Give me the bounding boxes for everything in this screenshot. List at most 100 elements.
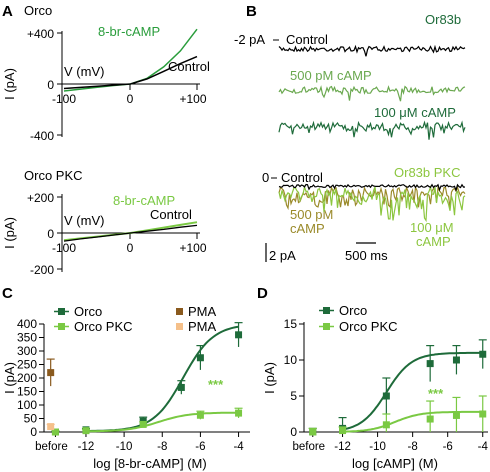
c-ytick-label: 200 — [17, 371, 37, 385]
d-ytick-label: 0 — [290, 425, 297, 439]
d-s0-fit-line — [342, 351, 483, 431]
b-top-trace-500pm — [278, 85, 466, 102]
d-xtick-label: -8 — [408, 441, 418, 453]
c-xtick-label: -10 — [116, 441, 133, 453]
a-top-xtick-label: 0 — [127, 92, 134, 106]
d-ylabel: I (pA) — [262, 362, 277, 394]
a-top-ytick-label: +400 — [27, 27, 54, 41]
a-top-xtick-label: +100 — [179, 92, 206, 106]
c-ylabel: I (pA) — [2, 362, 17, 394]
c-significance: *** — [208, 377, 224, 392]
panel-b-bottom: Or83b PKC 0 Control 500 pM cAMP 100 μM c… — [262, 165, 466, 249]
b-bot-trace-label-500pm: 500 pM — [290, 207, 333, 222]
c-s1-point — [196, 411, 204, 419]
c-s1-point — [235, 409, 243, 417]
d-xlabel: log [cAMP] (M) — [352, 456, 438, 471]
a-bot-legend-control: Control — [150, 207, 192, 222]
panel-b-top: Or83b -2 pA Control 500 pM cAMP 100 μM c… — [234, 12, 466, 140]
a-bot-xlabel: V (mV) — [64, 213, 104, 228]
d-ytick-label: 15 — [284, 317, 298, 331]
a-bot-ylabel: I (pA) — [2, 217, 17, 249]
a-bot-ytick-label: -200 — [30, 263, 54, 277]
d-legend-orco-pkc: Orco PKC — [339, 319, 398, 334]
b-top-trace-label-control: Control — [286, 32, 328, 47]
d-xtick-label: -6 — [443, 441, 453, 453]
b-top-trace-100um — [278, 120, 466, 140]
a-bot-line-control — [63, 224, 198, 242]
c-ytick-label: 300 — [17, 344, 37, 358]
b-bot-trace-100um — [278, 184, 466, 223]
a-top-ylabel: I (pA) — [2, 68, 17, 100]
panel-a-top: Orco +400 0 -400 -100 0 +100 V (mV) I (p… — [2, 3, 210, 143]
b-top-trace-label-500pm: 500 pM cAMP — [290, 68, 372, 83]
c-s0-point — [177, 383, 185, 391]
a-bot-xtick-label: 0 — [127, 241, 134, 255]
a-bot-ytick-label: +200 — [27, 191, 54, 205]
b-scalebar-y-label: 2 pA — [269, 248, 296, 263]
d-y-ticks: 0 5 10 15 — [284, 317, 304, 439]
a-top-legend-8br: 8-br-cAMP — [98, 24, 160, 39]
b-bot-holding: 0 — [262, 170, 269, 185]
c-ytick-label: 50 — [24, 412, 38, 426]
d-significance: *** — [428, 386, 444, 401]
d-s1-point — [339, 427, 347, 435]
panel-b: B Or83b -2 pA Control 500 pM cAMP 100 μM… — [234, 3, 466, 263]
panel-a: A Orco +400 0 -400 -100 0 +100 V (mV) I … — [2, 3, 210, 277]
c-ytick-label: 350 — [17, 331, 37, 345]
b-top-trace-control — [278, 44, 466, 57]
d-plot-area — [308, 339, 487, 436]
d-legend: Orco Orco PKC — [319, 303, 398, 334]
c-legend-pma-light: PMA — [188, 319, 217, 334]
b-bot-trace-label-control: Control — [281, 170, 323, 185]
c-legend: Orco Orco PKC PMA PMA — [54, 304, 217, 334]
c-ytick-label: 150 — [17, 385, 37, 399]
d-s0-point — [382, 392, 390, 400]
b-bot-trace-label-100um-unit: cAMP — [416, 234, 451, 249]
c-s1-fit-line — [86, 411, 239, 433]
b-bot-trace-label-500pm-unit: cAMP — [290, 221, 325, 236]
d-s1-point — [479, 410, 487, 418]
b-scalebars: 2 pA 500 ms — [265, 242, 388, 263]
c-ytick-label: 100 — [17, 398, 37, 412]
a-bot-xtick-label: -100 — [52, 241, 76, 255]
c-x-ticks: before -12 -10 -8 -6 -4 — [35, 432, 244, 453]
panel-b-top-title: Or83b — [425, 12, 461, 27]
c-xtick-label: -12 — [78, 441, 95, 453]
panel-a-top-title: Orco — [24, 3, 52, 18]
panel-a-bottom-title: Orco PKC — [24, 168, 83, 183]
c-xlabel: log [8-br-cAMP] (M) — [93, 456, 206, 471]
c-plot-area — [46, 322, 243, 436]
b-bot-trace-control — [278, 183, 466, 192]
a-bot-legend-8br: 8-br-cAMP — [113, 193, 175, 208]
d-xtick-label: -12 — [334, 441, 351, 453]
d-s1-point — [452, 411, 460, 419]
c-xtick-label: before — [35, 441, 68, 453]
d-legend-orco: Orco — [339, 303, 367, 318]
a-top-legend-control: Control — [168, 59, 210, 74]
a-bot-xtick-label: +100 — [179, 241, 206, 255]
d-s1-point — [309, 428, 317, 436]
d-ytick-label: 10 — [284, 353, 298, 367]
a-top-xtick-label: -100 — [52, 92, 76, 106]
panel-b-bottom-title: Or83b PKC — [394, 165, 460, 180]
d-s0-point — [479, 350, 487, 358]
b-top-trace-label-100um: 100 μM cAMP — [374, 105, 456, 120]
panel-a-bottom: Orco PKC +200 0 -200 -100 0 +100 V (mV) … — [2, 168, 207, 277]
c-legend-pma: PMA — [188, 304, 217, 319]
c-xtick-label: -8 — [157, 441, 167, 453]
d-ytick-label: 5 — [290, 389, 297, 403]
c-ytick-label: 0 — [30, 425, 37, 439]
c-s2-point — [47, 369, 55, 377]
panel-c-letter: C — [2, 285, 13, 302]
c-ytick-label: 250 — [17, 358, 37, 372]
panel-b-letter: B — [246, 3, 257, 20]
b-scalebar-x-label: 500 ms — [345, 248, 388, 263]
b-top-holding: -2 pA — [234, 32, 265, 47]
c-legend-marker-pma — [176, 308, 183, 315]
panel-d-letter: D — [257, 285, 268, 302]
d-xtick-label: -4 — [478, 441, 489, 453]
d-x-ticks: before -12 -10 -8 -6 -4 — [292, 432, 488, 453]
